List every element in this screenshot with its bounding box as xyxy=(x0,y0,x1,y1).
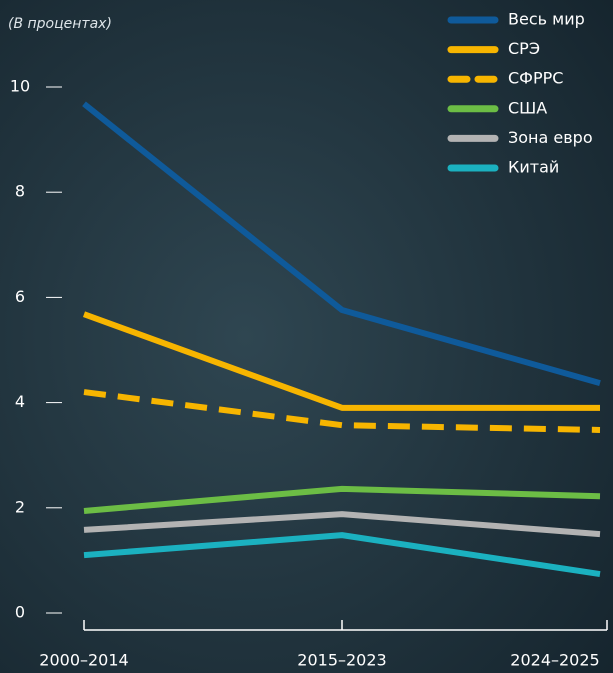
legend-label: СФРРС xyxy=(508,69,563,88)
series-line xyxy=(83,532,601,578)
series-line xyxy=(82,311,600,411)
series-line xyxy=(83,389,601,433)
y-tick-label: 0 xyxy=(15,603,25,622)
x-tick-label: 2024–2025 xyxy=(510,651,599,670)
y-tick-label: 4 xyxy=(15,392,25,411)
legend-label: Весь мир xyxy=(508,10,585,29)
legend-label: СРЭ xyxy=(508,39,540,58)
chart-subtitle: (В процентах) xyxy=(8,16,112,32)
y-tick-label: 10 xyxy=(10,77,30,96)
legend-label: Зона евро xyxy=(508,128,593,147)
x-tick-label: 2015–2023 xyxy=(297,651,386,670)
legend-label: Китай xyxy=(508,158,559,177)
series-line xyxy=(83,511,601,538)
legend-label: США xyxy=(508,98,547,117)
y-tick-label: 6 xyxy=(15,287,25,306)
y-tick-label: 2 xyxy=(15,497,25,516)
series-line xyxy=(83,485,601,514)
series-line xyxy=(82,101,601,387)
y-tick-label: 8 xyxy=(15,182,25,201)
x-tick-label: 2000–2014 xyxy=(39,651,128,670)
